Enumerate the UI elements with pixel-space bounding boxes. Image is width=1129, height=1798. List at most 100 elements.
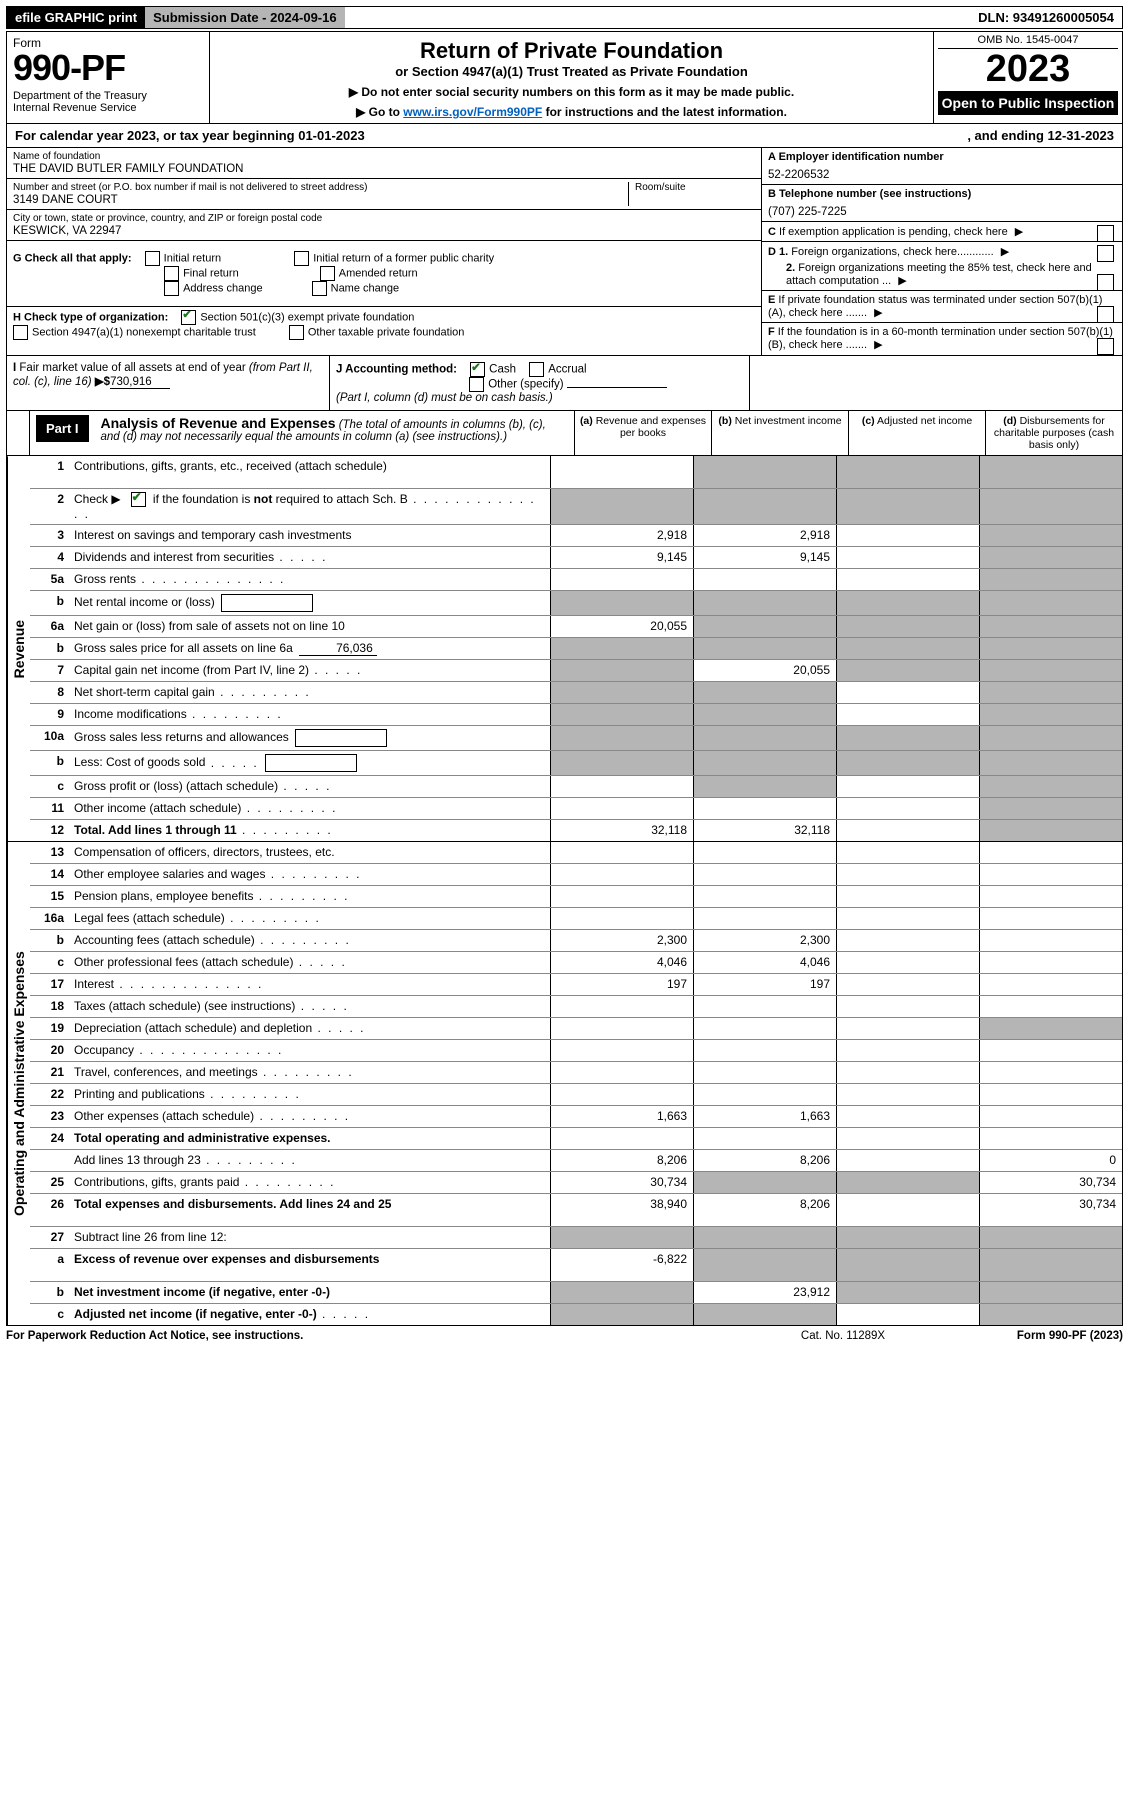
line-number: 6a bbox=[30, 616, 70, 637]
cell-a bbox=[550, 660, 693, 681]
phone-label: B Telephone number (see instructions) bbox=[768, 188, 1116, 200]
checkbox-cash[interactable] bbox=[470, 362, 485, 377]
line-desc: Other professional fees (attach schedule… bbox=[70, 952, 550, 973]
cell-b bbox=[693, 776, 836, 797]
cell-a bbox=[550, 886, 693, 907]
line-desc: Total expenses and disbursements. Add li… bbox=[70, 1194, 550, 1226]
part1-header: Part I Analysis of Revenue and Expenses … bbox=[6, 411, 1123, 456]
revenue-rows: 1Contributions, gifts, grants, etc., rec… bbox=[30, 456, 1122, 841]
checkbox-name-change[interactable] bbox=[312, 281, 327, 296]
ij-row: I Fair market value of all assets at end… bbox=[6, 356, 1123, 411]
dept-treasury: Department of the Treasury Internal Reve… bbox=[13, 90, 203, 114]
col-c-head: (c) Adjusted net income bbox=[848, 411, 985, 455]
irs-link[interactable]: www.irs.gov/Form990PF bbox=[403, 105, 542, 119]
opt-other-taxable: Other taxable private foundation bbox=[308, 326, 465, 338]
table-row: cGross profit or (loss) (attach schedule… bbox=[30, 776, 1122, 798]
line-number: 2 bbox=[30, 489, 70, 524]
cell-b bbox=[693, 1304, 836, 1325]
cell-b bbox=[693, 1249, 836, 1281]
cell-b: 197 bbox=[693, 974, 836, 995]
cell-d bbox=[979, 798, 1122, 819]
cell-a bbox=[550, 1282, 693, 1303]
checkbox-initial-return[interactable] bbox=[145, 251, 160, 266]
table-row: cAdjusted net income (if negative, enter… bbox=[30, 1304, 1122, 1325]
table-row: 27Subtract line 26 from line 12: bbox=[30, 1227, 1122, 1249]
cell-b bbox=[693, 704, 836, 725]
table-row: aExcess of revenue over expenses and dis… bbox=[30, 1249, 1122, 1282]
checkbox-other[interactable] bbox=[469, 377, 484, 392]
j-cell: J Accounting method: Cash Accrual Other … bbox=[330, 356, 750, 410]
checkbox-amended[interactable] bbox=[320, 266, 335, 281]
opt-accrual: Accrual bbox=[548, 364, 586, 376]
cell-b: 2,300 bbox=[693, 930, 836, 951]
d2-text: Foreign organizations meeting the 85% te… bbox=[786, 262, 1092, 287]
checkbox-accrual[interactable] bbox=[529, 362, 544, 377]
cell-c bbox=[836, 751, 979, 775]
line-desc: Gross sales less returns and allowances bbox=[70, 726, 550, 750]
checkbox-final-return[interactable] bbox=[164, 266, 179, 281]
line-desc: Total operating and administrative expen… bbox=[70, 1128, 550, 1149]
cell-b bbox=[693, 751, 836, 775]
efile-label: efile GRAPHIC print bbox=[7, 7, 145, 28]
cell-d bbox=[979, 776, 1122, 797]
line-number: b bbox=[30, 638, 70, 659]
cell-a bbox=[550, 704, 693, 725]
checkbox-4947[interactable] bbox=[13, 325, 28, 340]
line-desc: Excess of revenue over expenses and disb… bbox=[70, 1249, 550, 1281]
cell-a: 1,663 bbox=[550, 1106, 693, 1127]
table-row: 25Contributions, gifts, grants paid30,73… bbox=[30, 1172, 1122, 1194]
opt-4947: Section 4947(a)(1) nonexempt charitable … bbox=[32, 326, 256, 338]
line-desc: Other employee salaries and wages bbox=[70, 864, 550, 885]
city-cell: City or town, state or province, country… bbox=[7, 210, 761, 241]
cell-b: 1,663 bbox=[693, 1106, 836, 1127]
foundation-name-cell: Name of foundation THE DAVID BUTLER FAMI… bbox=[7, 148, 761, 179]
checkbox-d2[interactable] bbox=[1097, 274, 1114, 291]
checkbox-address-change[interactable] bbox=[164, 281, 179, 296]
footer-form: Form 990-PF (2023) bbox=[943, 1330, 1123, 1342]
cell-d bbox=[979, 638, 1122, 659]
cell-a bbox=[550, 726, 693, 750]
cell-b: 32,118 bbox=[693, 820, 836, 841]
cell-d bbox=[979, 1128, 1122, 1149]
checkbox-f[interactable] bbox=[1097, 338, 1114, 355]
checkbox-other-taxable[interactable] bbox=[289, 325, 304, 340]
checkbox-initial-public[interactable] bbox=[294, 251, 309, 266]
cell-c bbox=[836, 726, 979, 750]
checkbox-e[interactable] bbox=[1097, 306, 1114, 323]
cell-d bbox=[979, 1249, 1122, 1281]
table-row: 14Other employee salaries and wages bbox=[30, 864, 1122, 886]
line-number: c bbox=[30, 952, 70, 973]
opt-name-change: Name change bbox=[331, 282, 400, 294]
line-number: a bbox=[30, 1249, 70, 1281]
line-desc: Compensation of officers, directors, tru… bbox=[70, 842, 550, 863]
cell-c bbox=[836, 1172, 979, 1193]
i-cell: I Fair market value of all assets at end… bbox=[7, 356, 330, 410]
line-number: 16a bbox=[30, 908, 70, 929]
cell-b: 4,046 bbox=[693, 952, 836, 973]
cell-a bbox=[550, 569, 693, 590]
g-check-row: G Check all that apply: Initial return I… bbox=[7, 241, 761, 307]
line-desc: Less: Cost of goods sold bbox=[70, 751, 550, 775]
checkbox-501c3[interactable] bbox=[181, 310, 196, 325]
line-desc: Other expenses (attach schedule) bbox=[70, 1106, 550, 1127]
ein-label: A Employer identification number bbox=[768, 151, 1116, 163]
cell-d bbox=[979, 842, 1122, 863]
checkbox-d1[interactable] bbox=[1097, 245, 1114, 262]
cell-c bbox=[836, 569, 979, 590]
cell-d bbox=[979, 456, 1122, 488]
cell-c bbox=[836, 638, 979, 659]
table-row: 4Dividends and interest from securities9… bbox=[30, 547, 1122, 569]
checkbox-schb[interactable] bbox=[131, 492, 146, 507]
line-desc: Accounting fees (attach schedule) bbox=[70, 930, 550, 951]
line-desc: Net rental income or (loss) bbox=[70, 591, 550, 615]
cell-a bbox=[550, 1040, 693, 1061]
cell-c bbox=[836, 1018, 979, 1039]
checkbox-c[interactable] bbox=[1097, 225, 1114, 242]
cell-b: 2,918 bbox=[693, 525, 836, 546]
line-desc: Travel, conferences, and meetings bbox=[70, 1062, 550, 1083]
inline-box bbox=[265, 754, 357, 772]
cell-a bbox=[550, 908, 693, 929]
cell-d bbox=[979, 1282, 1122, 1303]
c-cell: C If exemption application is pending, c… bbox=[762, 222, 1122, 242]
cell-b bbox=[693, 726, 836, 750]
